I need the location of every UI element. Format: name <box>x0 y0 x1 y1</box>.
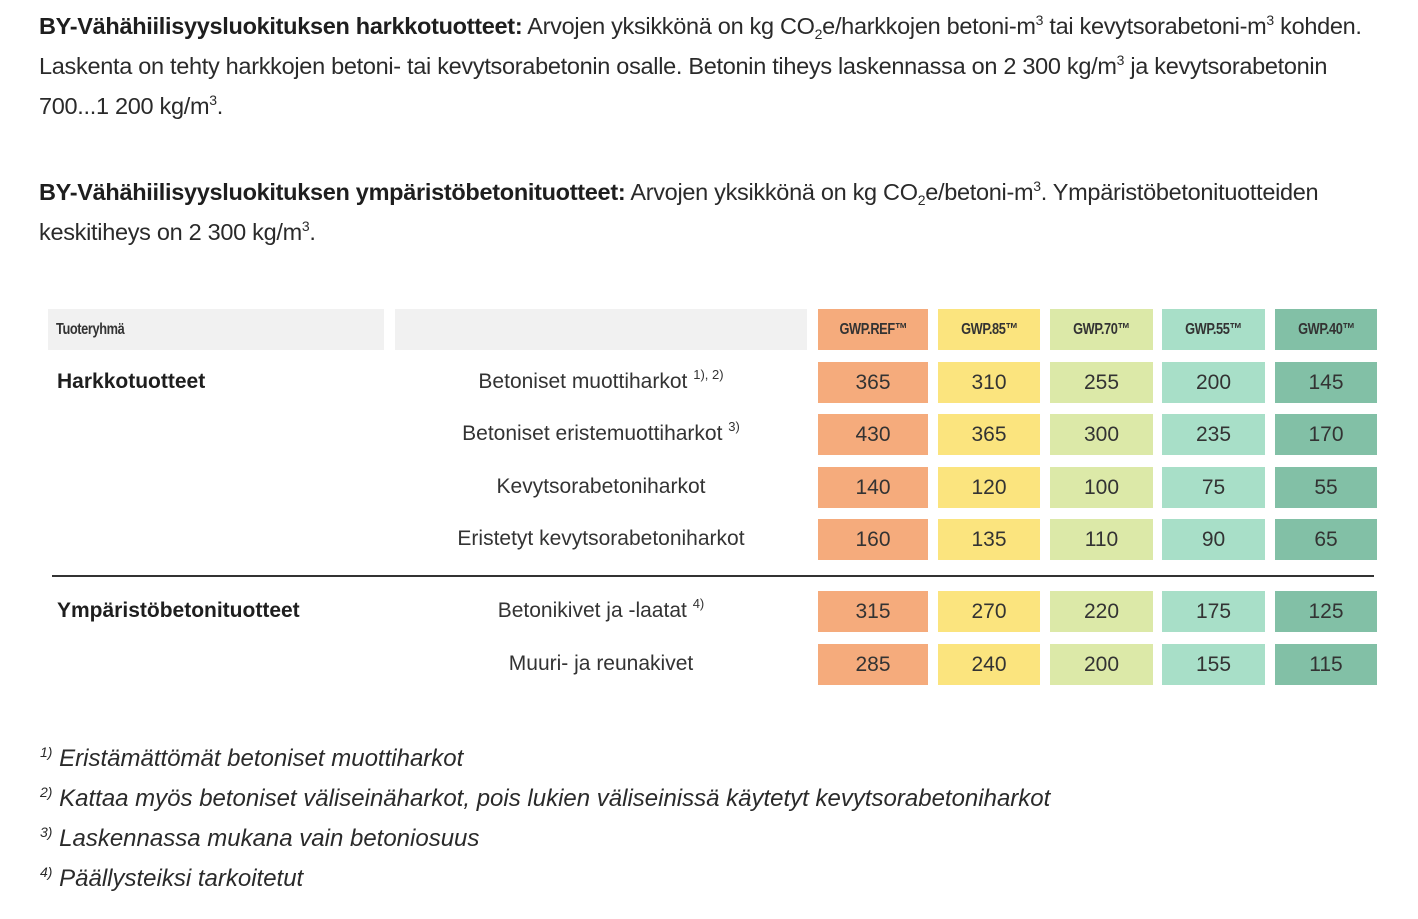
intro-paragraph-environment: BY-Vähähiilisyysluokituksen ympäristöbet… <box>39 172 1399 252</box>
footnote-mark: 1) <box>40 744 53 760</box>
product-label: Betonikivet ja -laatat 4) <box>395 596 807 623</box>
column-header: GWP.REF™ <box>839 320 907 338</box>
column-header: GWP.70™ <box>1073 320 1130 338</box>
gwp-value-cell: 125 <box>1275 591 1377 632</box>
footnote: 4) Päällysteiksi tarkoitetut <box>40 865 303 893</box>
footnote-ref: 3) <box>728 419 740 434</box>
group-header: Tuoteryhmä <box>56 320 125 338</box>
gwp-value-cell: 285 <box>818 644 928 685</box>
footnote-ref: 4) <box>692 596 705 611</box>
text: Arvojen yksikkönä on kg CO <box>522 13 815 39</box>
column-header-cell: GWP.REF™ <box>818 309 928 350</box>
footnote-mark: 3) <box>40 824 53 840</box>
gwp-value-cell: 175 <box>1162 591 1265 632</box>
gwp-value-cell: 200 <box>1050 644 1153 685</box>
column-header: GWP.40™ <box>1297 320 1355 338</box>
text: tai kevytsorabetoni-m <box>1043 13 1267 39</box>
product-label: Betoniset eristemuottiharkot 3) <box>395 419 807 446</box>
heading-environment: BY-Vähähiilisyysluokituksen ympäristöbet… <box>39 179 626 205</box>
gwp-value-cell: 65 <box>1275 519 1377 560</box>
gwp-value-cell: 315 <box>818 591 928 632</box>
group-header-cell: Tuoteryhmä <box>48 309 384 350</box>
gwp-value-cell: 160 <box>818 519 928 560</box>
footnote: 3) Laskennassa mukana vain betoniosuus <box>40 825 479 853</box>
gwp-value-cell: 220 <box>1050 591 1153 632</box>
footnote-mark: 2) <box>40 784 53 800</box>
gwp-value-cell: 145 <box>1275 362 1377 403</box>
product-label: Kevytsorabetoniharkot <box>395 475 807 499</box>
text: Arvojen yksikkönä on kg CO <box>625 179 918 205</box>
gwp-value-cell: 170 <box>1275 414 1377 455</box>
product-label: Eristetyt kevytsorabetoniharkot <box>395 527 807 551</box>
product-name: Muuri- ja reunakivet <box>508 652 694 675</box>
product-name: Betoniset muottiharkot <box>478 370 688 393</box>
column-header-cell: GWP.70™ <box>1050 309 1153 350</box>
footnote-text: Kattaa myös betoniset väliseinäharkot, p… <box>59 785 1051 812</box>
footnote: 2) Kattaa myös betoniset väliseinäharkot… <box>40 785 1050 813</box>
superscript: 3 <box>301 218 310 234</box>
text: . Ympäristöbetonituotteiden keskitiheys … <box>39 179 1319 245</box>
footnote: 1) Eristämättömät betoniset muottiharkot <box>40 745 463 773</box>
column-header-cell: GWP.55™ <box>1162 309 1265 350</box>
footnote-text: Eristämättömät betoniset muottiharkot <box>59 745 464 772</box>
gwp-value-cell: 270 <box>938 591 1040 632</box>
gwp-value-cell: 365 <box>818 362 928 403</box>
superscript: 3 <box>209 92 217 108</box>
gwp-value-cell: 120 <box>938 467 1040 508</box>
product-name: Betonikivet ja -laatat <box>497 599 687 622</box>
product-name: Betoniset eristemuottiharkot <box>462 422 723 445</box>
footnote-text: Päällysteiksi tarkoitetut <box>59 865 304 892</box>
gwp-value-cell: 235 <box>1162 414 1265 455</box>
gwp-value-cell: 100 <box>1050 467 1153 508</box>
superscript: 3 <box>1033 178 1041 194</box>
gwp-value-cell: 310 <box>938 362 1040 403</box>
superscript: 3 <box>1266 12 1274 28</box>
column-header-cell: GWP.85™ <box>938 309 1040 350</box>
blank-header-cell <box>395 309 807 350</box>
superscript: 3 <box>1035 12 1044 28</box>
product-name: Eristetyt kevytsorabetoniharkot <box>457 527 745 550</box>
group-label: Harkkotuotteet <box>57 370 206 393</box>
column-header-cell: GWP.40™ <box>1275 309 1377 350</box>
text: . <box>216 93 224 119</box>
gwp-value-cell: 365 <box>938 414 1040 455</box>
text: e/harkkojen betoni-m <box>822 13 1036 39</box>
subscript: 2 <box>814 26 823 42</box>
subscript: 2 <box>917 192 926 208</box>
gwp-value-cell: 115 <box>1275 644 1377 685</box>
group-label: Ympäristöbetonituotteet <box>57 599 300 622</box>
gwp-value-cell: 55 <box>1275 467 1377 508</box>
heading-blocks: BY-Vähähiilisyysluokituksen harkkotuotte… <box>39 13 523 39</box>
column-header: GWP.85™ <box>960 320 1018 338</box>
gwp-value-cell: 240 <box>938 644 1040 685</box>
gwp-value-cell: 430 <box>818 414 928 455</box>
superscript: 3 <box>1116 52 1125 68</box>
gwp-value-cell: 255 <box>1050 362 1153 403</box>
footnote-ref: 1), 2) <box>693 367 724 382</box>
text: . <box>309 219 316 245</box>
footnote-text: Laskennassa mukana vain betoniosuus <box>59 825 480 852</box>
column-header: GWP.55™ <box>1185 320 1242 338</box>
product-name: Kevytsorabetoniharkot <box>496 475 706 498</box>
gwp-value-cell: 300 <box>1050 414 1153 455</box>
footnote-mark: 4) <box>40 864 53 880</box>
text: kohden. Laskenta on tehty harkkojen beto… <box>39 13 1362 79</box>
gwp-value-cell: 135 <box>938 519 1040 560</box>
gwp-value-cell: 75 <box>1162 467 1265 508</box>
gwp-value-cell: 110 <box>1050 519 1153 560</box>
gwp-value-cell: 90 <box>1162 519 1265 560</box>
text: ja kevytsorabetonin 700...1 200 kg/m <box>39 53 1328 119</box>
intro-paragraph-blocks: BY-Vähähiilisyysluokituksen harkkotuotte… <box>39 6 1399 126</box>
product-label: Muuri- ja reunakivet <box>395 652 807 676</box>
product-label: Betoniset muottiharkot 1), 2) <box>395 367 807 394</box>
group-divider <box>52 575 1374 577</box>
gwp-value-cell: 200 <box>1162 362 1265 403</box>
text: e/betoni-m <box>925 179 1034 205</box>
gwp-value-cell: 140 <box>818 467 928 508</box>
gwp-value-cell: 155 <box>1162 644 1265 685</box>
